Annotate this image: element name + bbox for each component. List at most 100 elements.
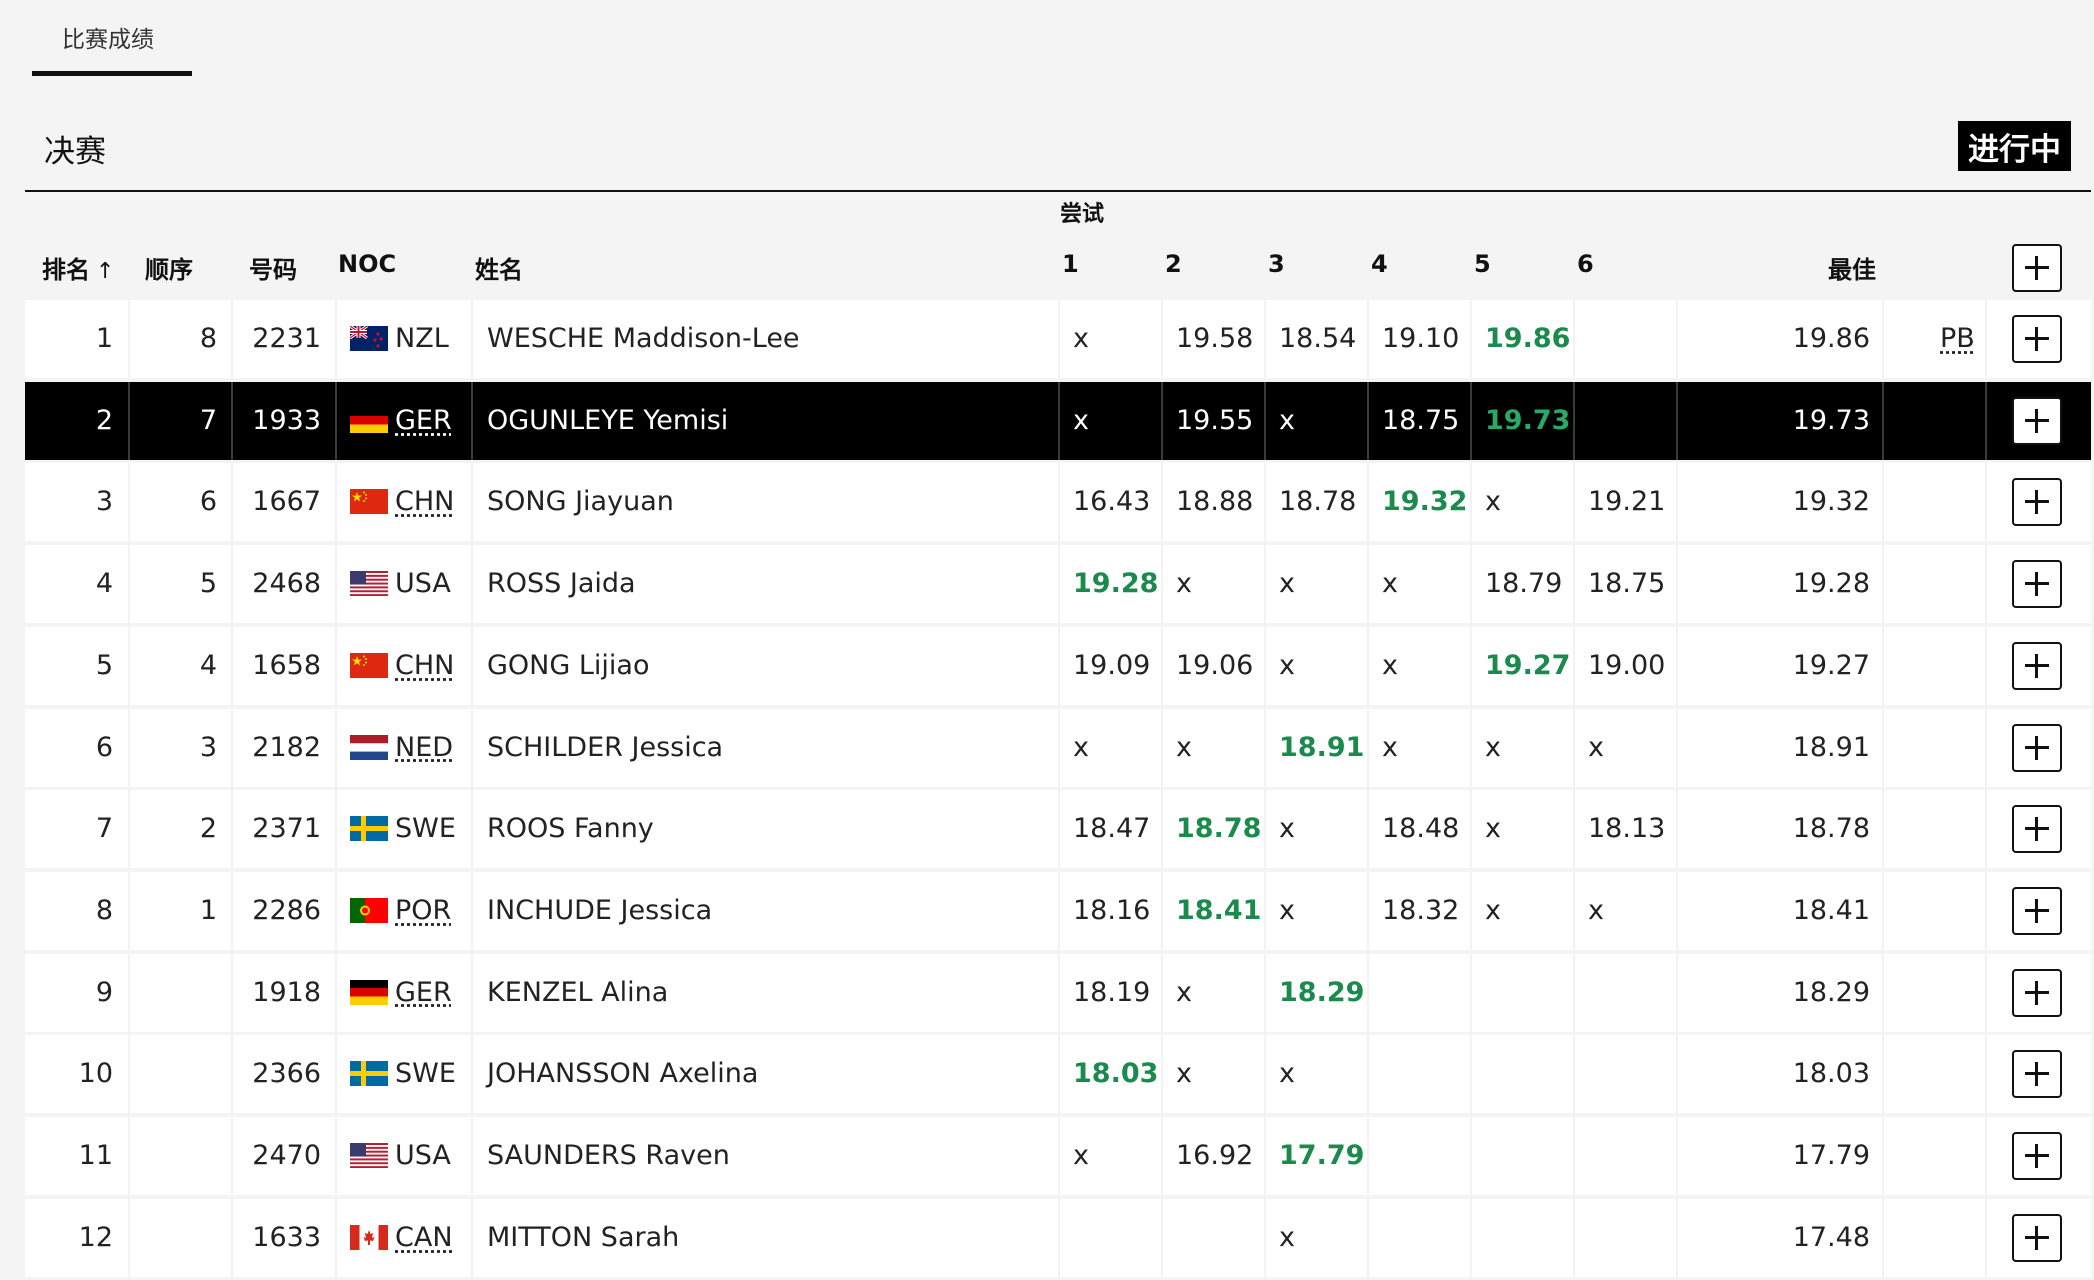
column-header-order: 顺序 xyxy=(145,256,193,284)
expand-row-button[interactable] xyxy=(2012,805,2062,854)
column-separator xyxy=(335,708,337,787)
pb-badge[interactable]: PB xyxy=(1940,323,1975,354)
column-separator xyxy=(1573,545,1575,624)
noc-code: SWE xyxy=(395,1058,456,1090)
expand-row-button[interactable] xyxy=(2012,560,2062,609)
bib-cell: 2182 xyxy=(252,731,321,763)
table-row[interactable]: 1 8 2231 NZL WESCHE Maddison-Lee x 19.58 18.54 1… xyxy=(25,300,2091,378)
table-row[interactable]: 10 2366 SWE JOHANSSON Axelina 18.03 x x 18.03 xyxy=(25,1035,2091,1114)
athlete-name: SONG Jiayuan xyxy=(487,486,674,518)
column-separator xyxy=(128,545,130,624)
column-separator xyxy=(1264,545,1266,624)
expand-row-button[interactable] xyxy=(2012,1050,2062,1099)
order-cell xyxy=(135,1035,217,1113)
column-separator xyxy=(335,381,337,460)
table-row[interactable]: 12 1633 CAN MITTON Sarah x 17.48 xyxy=(25,1198,2091,1277)
column-separator xyxy=(128,1035,130,1114)
table-row[interactable]: 8 1 2286 POR INCHUDE Jessica 18.16 18.41 x 18.32… xyxy=(25,871,2091,950)
column-separator xyxy=(1882,708,1884,787)
noc-code[interactable]: CHN xyxy=(395,649,455,681)
expand-row-button[interactable] xyxy=(2012,723,2062,772)
column-separator xyxy=(1470,708,1472,787)
noc-code: USA xyxy=(395,1140,451,1171)
noc-code: USA xyxy=(395,568,451,600)
order-cell: 5 xyxy=(199,568,217,600)
column-separator xyxy=(1573,1198,1575,1277)
table-row[interactable]: 7 2 2371 SWE ROOS Fanny 18.47 18.78 x 18.48 x 18.1… xyxy=(25,790,2091,869)
column-separator xyxy=(1573,871,1575,950)
expand-row-button[interactable] xyxy=(2012,968,2062,1017)
attempt-1-cell: 18.16 xyxy=(1073,894,1151,926)
column-separator xyxy=(1058,463,1060,542)
noc-code[interactable]: GER xyxy=(395,404,452,436)
column-header-attempt-6: 6 xyxy=(1577,250,1594,278)
column-separator xyxy=(231,1117,233,1195)
column-separator xyxy=(1264,871,1266,950)
column-separator xyxy=(1882,953,1884,1032)
column-separator xyxy=(1470,953,1472,1032)
column-separator xyxy=(1058,1198,1060,1277)
column-separator xyxy=(1470,545,1472,624)
table-row[interactable]: 2 7 1933 GER OGUNLEYE Yemisi x 19.55 x 18.75 19.7… xyxy=(25,381,2091,460)
column-separator xyxy=(128,871,130,950)
column-separator xyxy=(1161,626,1163,705)
column-separator xyxy=(128,790,130,869)
expand-row-button[interactable] xyxy=(2012,396,2062,445)
expand-row-button[interactable] xyxy=(2012,315,2062,363)
attempt-3-cell: 18.54 xyxy=(1279,323,1357,354)
section-title: 决赛 xyxy=(44,134,106,170)
attempt-2-cell: 19.55 xyxy=(1176,404,1254,436)
column-separator xyxy=(128,463,130,542)
column-separator xyxy=(1985,545,1987,624)
order-cell: 1 xyxy=(199,894,217,926)
best-cell: 18.41 xyxy=(1792,894,1870,926)
column-separator xyxy=(1367,1117,1369,1195)
tab-results-label: 比赛成绩 xyxy=(62,27,154,53)
column-separator xyxy=(1264,790,1266,869)
table-row[interactable]: 3 6 1667 CHN SONG Jiayuan 16.43 18.88 18.78 19.3… xyxy=(25,463,2091,542)
column-separator xyxy=(1676,300,1678,378)
column-separator xyxy=(1676,1117,1678,1195)
table-row[interactable]: 9 1918 GER KENZEL Alina 18.19 x 18.29 18.29 xyxy=(25,953,2091,1032)
column-separator xyxy=(128,708,130,787)
noc-code[interactable]: GER xyxy=(395,976,452,1008)
table-row[interactable]: 11 2470 USA SAUNDERS Raven x 16.92 17.79 17.79 xyxy=(25,1117,2091,1195)
flag-chn-icon xyxy=(350,489,388,515)
expand-all-button[interactable] xyxy=(2012,244,2062,292)
attempt-3-cell: x xyxy=(1279,1058,1295,1090)
attempt-3-cell: 18.91 xyxy=(1279,731,1365,763)
expand-row-button[interactable] xyxy=(2012,478,2062,527)
table-row[interactable]: 4 5 2468 USA ROSS Jaida 19.28 x x x 18.79 18.75 19.… xyxy=(25,545,2091,624)
noc-code[interactable]: CHN xyxy=(395,486,455,518)
expand-row-button[interactable] xyxy=(2012,641,2062,690)
column-separator xyxy=(1882,871,1884,950)
noc-code[interactable]: CAN xyxy=(395,1221,453,1253)
noc-code[interactable]: POR xyxy=(395,894,452,926)
column-header-rank[interactable]: 排名 ↑ xyxy=(42,250,114,285)
column-separator xyxy=(1573,381,1575,460)
column-separator xyxy=(471,708,473,787)
table-row[interactable]: 5 4 1658 CHN GONG Lijiao 19.09 19.06 x x 19.27 19.… xyxy=(25,626,2091,705)
expand-row-button[interactable] xyxy=(2012,1132,2062,1180)
bib-cell: 2231 xyxy=(252,323,321,354)
noc-code[interactable]: NED xyxy=(395,731,454,763)
expand-row-button[interactable] xyxy=(2012,1213,2062,1262)
column-separator xyxy=(1161,953,1163,1032)
attempt-5-cell: 19.86 xyxy=(1485,323,1571,354)
attempt-4-cell: 19.32 xyxy=(1382,486,1468,518)
expand-row-button[interactable] xyxy=(2012,886,2062,935)
rank-cell: 4 xyxy=(95,568,113,600)
attempt-2-cell: 16.92 xyxy=(1176,1140,1254,1171)
column-separator xyxy=(231,626,233,705)
attempt-5-cell: 18.79 xyxy=(1485,568,1563,600)
tab-results[interactable]: 比赛成绩 xyxy=(32,0,192,76)
column-separator xyxy=(335,1117,337,1195)
column-separator xyxy=(1985,1035,1987,1114)
column-separator xyxy=(1161,790,1163,869)
flag-swe-icon xyxy=(350,816,388,842)
table-row[interactable]: 6 3 2182 NED SCHILDER Jessica x x 18.91 x x x 18.91 xyxy=(25,708,2091,787)
column-separator xyxy=(1058,953,1060,1032)
column-separator xyxy=(1367,381,1369,460)
column-separator xyxy=(231,953,233,1032)
column-separator xyxy=(1058,300,1060,378)
